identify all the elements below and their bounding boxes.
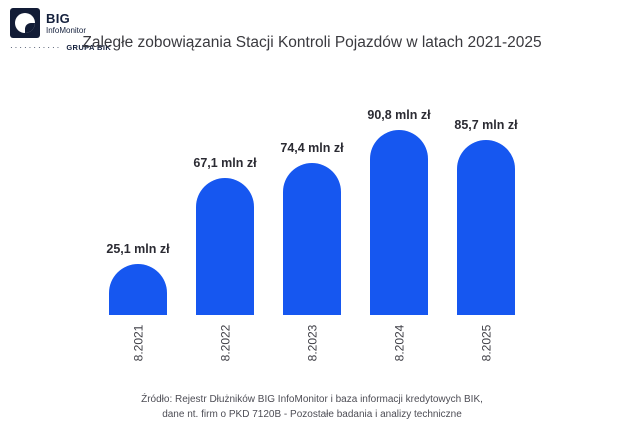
logo-dotted-line: ···········: [10, 42, 62, 52]
bar-value-label: 90,8 mln zł: [367, 108, 431, 122]
logo-sub-text: InfoMonitor: [46, 25, 87, 35]
logo-brand-text: BIG: [46, 10, 71, 26]
bar: [196, 178, 254, 315]
big-infomonitor-logo: BIG InfoMonitor ··········· GRUPA BIK: [10, 8, 120, 52]
bar: [457, 140, 515, 315]
bar-slot: 85,7 mln zł: [454, 100, 518, 315]
bar-value-label: 67,1 mln zł: [193, 156, 257, 170]
category-label: 8.2022: [217, 324, 232, 361]
category-label: 8.2025: [478, 324, 493, 361]
bar-slot: 67,1 mln zł: [193, 100, 257, 315]
bar-value-label: 85,7 mln zł: [454, 118, 518, 132]
category-label: 8.2024: [391, 324, 406, 361]
category-label: 8.2023: [304, 324, 319, 361]
bar-slot: 90,8 mln zł: [367, 100, 431, 315]
bar: [109, 264, 167, 315]
bar-chart: 25,1 mln zł 67,1 mln zł 74,4 mln zł 90,8 ml…: [106, 100, 518, 370]
bar-value-label: 74,4 mln zł: [280, 141, 344, 155]
bar-slot: 74,4 mln zł: [280, 100, 344, 315]
bar-value-label: 25,1 mln zł: [106, 242, 170, 256]
chart-title: Zaległe zobowiązania Stacji Kontroli Poj…: [82, 34, 542, 51]
logo-group-text: GRUPA BIK: [66, 43, 112, 52]
bar: [283, 163, 341, 315]
source-line-1: Źródło: Rejestr Dłużników BIG InfoMonito…: [141, 394, 483, 405]
big-logo-icon: [10, 8, 40, 38]
bar-slot: 25,1 mln zł: [106, 100, 170, 315]
source-footnote: Źródło: Rejestr Dłużników BIG InfoMonito…: [0, 392, 624, 422]
bar: [370, 130, 428, 315]
category-axis: 8.2021 8.2022 8.2023 8.2024 8.2025: [109, 315, 515, 370]
category-slot: 8.2024: [370, 315, 428, 370]
bars-row: 25,1 mln zł 67,1 mln zł 74,4 mln zł 90,8 ml…: [106, 100, 518, 315]
category-slot: 8.2025: [457, 315, 515, 370]
source-line-2: dane nt. firm o PKD 7120B - Pozostałe ba…: [162, 409, 462, 420]
category-slot: 8.2022: [196, 315, 254, 370]
category-slot: 8.2023: [283, 315, 341, 370]
category-label: 8.2021: [130, 324, 145, 361]
category-slot: 8.2021: [109, 315, 167, 370]
